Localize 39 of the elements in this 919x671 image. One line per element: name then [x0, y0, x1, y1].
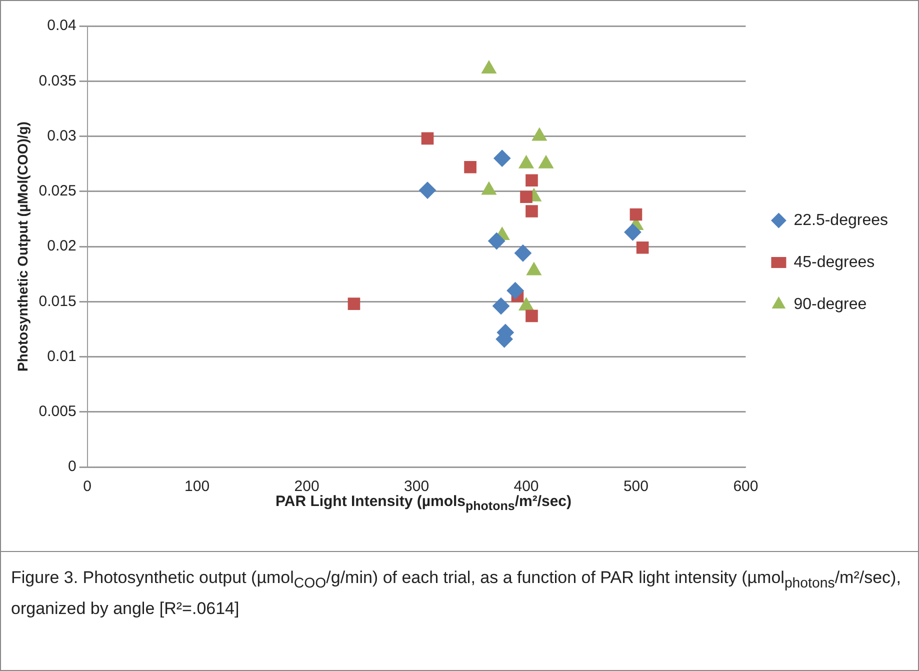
y-tick-label: 0 [68, 458, 76, 476]
y-tick-label: 0.005 [38, 403, 76, 420]
x-tick-label: 300 [404, 478, 430, 496]
legend-label: 22.5-degrees [794, 212, 888, 229]
legend-label: 45-degrees [794, 254, 875, 271]
y-tick-label: 0.01 [47, 348, 76, 365]
point [624, 224, 642, 241]
point [526, 310, 538, 322]
y-tick-label: 0.015 [38, 292, 76, 310]
point [494, 150, 511, 167]
point [464, 160, 476, 174]
y-axis-title: Photosynthetic Output (µMol(COO)/g) [14, 122, 30, 372]
point [488, 232, 506, 250]
y-tick-label: 0.025 [38, 182, 76, 200]
y-tick-label: 0.04 [47, 17, 76, 34]
legend-label: 90-degree [794, 296, 867, 313]
point [636, 241, 649, 254]
point [348, 298, 360, 310]
point [506, 282, 524, 300]
y-tick-label: 0.02 [47, 238, 76, 255]
point [526, 174, 538, 187]
text: Figure 3. Photosynthetic output (µmol$_{COO}$/g/min) of each trial, as a function of PAR light intensity (µmol$_{photons}$/m²/sec), organized by angle [R²=.0614] [11, 568, 901, 618]
point [492, 298, 510, 315]
x-tick-label: 100 [184, 478, 210, 496]
y-tick-label: 0.035 [38, 72, 76, 90]
point [630, 208, 642, 221]
point [514, 244, 532, 262]
point [421, 132, 434, 145]
x-tick-label: 400 [514, 478, 539, 496]
x-tick-label: 200 [294, 478, 320, 496]
x-tick-label: 600 [733, 478, 758, 496]
point [526, 205, 538, 218]
x-tick-label: 0 [83, 478, 92, 496]
y-tick-label: 0.03 [47, 127, 76, 144]
point [418, 182, 436, 199]
x-axis-title: PAR Light Intensity (µmols$_{photons}$/m²/sec) [275, 493, 572, 513]
point [482, 60, 496, 74]
point [520, 190, 532, 204]
x-tick-label: 500 [623, 478, 648, 496]
